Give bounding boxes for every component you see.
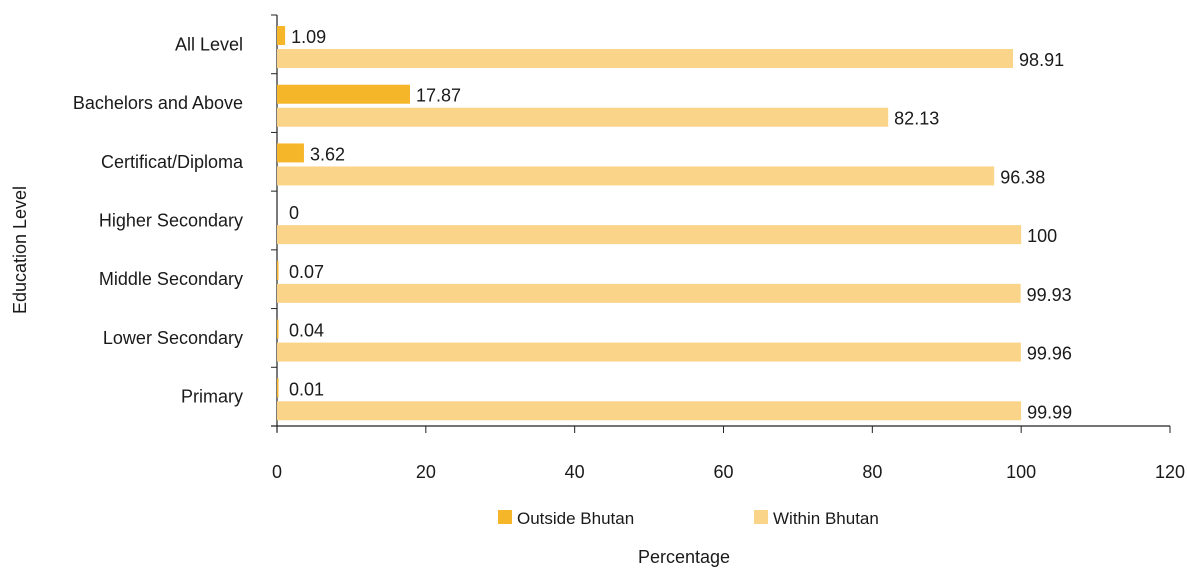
data-label: 0	[289, 203, 299, 223]
data-label: 1.09	[291, 27, 326, 47]
legend-label: Outside Bhutan	[517, 509, 634, 528]
x-tick-label: 20	[416, 462, 436, 482]
category-label: Middle Secondary	[99, 269, 243, 289]
category-label: Primary	[181, 387, 243, 407]
x-tick-label: 120	[1155, 462, 1185, 482]
bar-within-bhutan	[277, 107, 889, 127]
x-tick-label: 100	[1006, 462, 1036, 482]
bar-within-bhutan	[277, 49, 1014, 68]
bar-within-bhutan	[277, 225, 1022, 245]
data-label: 0.01	[289, 379, 324, 399]
bar-within-bhutan	[277, 401, 1022, 421]
legend-swatch	[754, 510, 768, 524]
data-label: 99.99	[1027, 402, 1072, 422]
category-label: All Level	[175, 34, 243, 54]
data-label: 0.07	[289, 262, 324, 282]
data-label: 82.13	[894, 109, 939, 129]
category-label: Higher Secondary	[99, 211, 243, 231]
data-label: 99.93	[1027, 285, 1072, 305]
x-axis-title: Percentage	[638, 547, 730, 567]
bar-outside-bhutan	[277, 319, 279, 339]
bar-outside-bhutan	[277, 378, 279, 398]
legend-swatch	[498, 510, 512, 524]
bar-outside-bhutan	[277, 84, 410, 104]
category-label: Certificat/Diploma	[101, 152, 244, 172]
bar-outside-bhutan	[277, 26, 286, 45]
y-axis-title: Education Level	[10, 186, 30, 314]
bar-within-bhutan	[277, 283, 1021, 303]
legend: Outside Bhutan Within Bhutan	[498, 509, 879, 528]
x-tick-label: 60	[713, 462, 733, 482]
data-label: 17.87	[416, 86, 461, 106]
data-label: 100	[1027, 226, 1057, 246]
x-tick-label: 40	[565, 462, 585, 482]
data-label: 3.62	[310, 144, 345, 164]
x-tick-label: 0	[272, 462, 282, 482]
axes: 0 20 40 60 80 100 120 All Level Bachelors and Ab…	[73, 14, 1185, 482]
x-tick-label: 80	[862, 462, 882, 482]
legend-label: Within Bhutan	[773, 509, 879, 528]
bar-outside-bhutan	[277, 143, 304, 163]
data-label: 96.38	[1000, 167, 1045, 187]
data-label: 99.96	[1027, 344, 1072, 364]
bar-within-bhutan	[277, 166, 995, 186]
bar-outside-bhutan	[277, 260, 279, 280]
data-label: 98.91	[1019, 50, 1064, 70]
category-label: Lower Secondary	[103, 328, 243, 348]
bars: 1.09 17.87 3.62 0 0.07 0.04 0.01 98.91 82.13 96.3…	[277, 26, 1072, 422]
data-label: 0.04	[289, 321, 324, 341]
category-label: Bachelors and Above	[73, 93, 243, 113]
bar-within-bhutan	[277, 342, 1021, 362]
